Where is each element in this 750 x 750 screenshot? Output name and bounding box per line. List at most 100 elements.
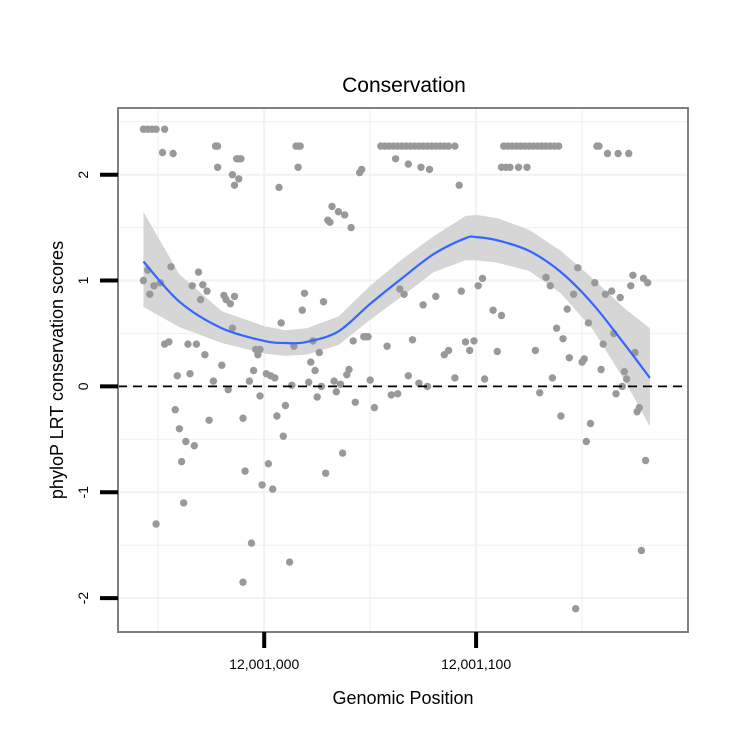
data-point bbox=[165, 338, 173, 346]
data-point bbox=[637, 546, 646, 555]
data-point bbox=[330, 377, 338, 385]
data-point bbox=[451, 374, 459, 382]
data-point bbox=[470, 337, 478, 345]
data-point bbox=[139, 276, 148, 285]
data-point bbox=[237, 155, 245, 163]
data-point bbox=[597, 365, 605, 374]
data-point bbox=[387, 391, 395, 399]
data-point bbox=[569, 290, 578, 298]
data-point bbox=[315, 348, 323, 357]
data-point bbox=[601, 290, 610, 298]
data-point bbox=[230, 181, 239, 189]
data-point bbox=[307, 358, 315, 366]
data-point bbox=[548, 374, 557, 382]
data-point bbox=[277, 319, 285, 327]
data-point bbox=[497, 311, 506, 320]
data-point bbox=[370, 403, 379, 412]
data-point bbox=[203, 287, 211, 295]
data-point bbox=[239, 578, 247, 586]
data-point bbox=[328, 202, 336, 211]
data-point bbox=[209, 377, 218, 385]
data-point bbox=[334, 208, 343, 216]
data-point bbox=[461, 338, 470, 346]
data-point bbox=[256, 392, 264, 400]
data-point bbox=[167, 263, 175, 271]
data-point bbox=[563, 305, 571, 313]
x-axis-ticks: 12,001,000 12,001,100 bbox=[229, 632, 511, 672]
data-point bbox=[177, 457, 186, 466]
data-point bbox=[146, 290, 154, 298]
data-point bbox=[625, 149, 633, 158]
data-point bbox=[275, 183, 283, 192]
x-tick-label: 12,001,100 bbox=[441, 656, 511, 672]
data-point bbox=[432, 292, 440, 301]
data-points-layer bbox=[139, 125, 652, 613]
data-point bbox=[423, 382, 432, 391]
data-point bbox=[419, 301, 427, 309]
plot-border bbox=[117, 107, 689, 633]
data-point bbox=[228, 324, 237, 332]
data-point bbox=[294, 163, 302, 171]
data-point bbox=[313, 393, 321, 401]
data-point bbox=[311, 366, 319, 375]
data-point bbox=[364, 333, 372, 341]
data-point bbox=[603, 149, 612, 158]
x-tick-label: 12,001,000 bbox=[229, 656, 299, 672]
data-point bbox=[256, 345, 264, 354]
data-point bbox=[281, 401, 290, 410]
data-point bbox=[644, 279, 652, 287]
data-point bbox=[391, 155, 400, 163]
data-point bbox=[171, 406, 179, 414]
data-point bbox=[173, 372, 181, 380]
grid-lines bbox=[118, 108, 689, 632]
data-point bbox=[345, 365, 353, 374]
data-point bbox=[158, 148, 167, 157]
data-point bbox=[150, 282, 158, 290]
data-point bbox=[641, 456, 650, 465]
data-point bbox=[249, 366, 258, 375]
data-point bbox=[152, 125, 160, 133]
data-point bbox=[417, 163, 425, 171]
data-point bbox=[228, 171, 237, 179]
data-point bbox=[349, 337, 357, 345]
data-point bbox=[523, 163, 531, 171]
data-point bbox=[444, 346, 453, 355]
data-point bbox=[608, 287, 616, 295]
data-point bbox=[618, 382, 626, 391]
data-point bbox=[269, 485, 277, 493]
data-point bbox=[582, 437, 590, 446]
data-point bbox=[514, 163, 523, 171]
data-point bbox=[332, 388, 340, 396]
data-point bbox=[186, 370, 194, 378]
data-point bbox=[574, 264, 582, 272]
y-tick-label: -1 bbox=[75, 486, 91, 499]
data-point bbox=[188, 282, 196, 290]
data-point bbox=[180, 499, 188, 507]
data-point bbox=[629, 271, 637, 279]
data-point bbox=[271, 374, 279, 382]
data-point bbox=[273, 412, 281, 420]
data-point bbox=[415, 379, 423, 387]
data-point bbox=[480, 375, 489, 383]
data-point bbox=[199, 281, 207, 289]
data-point bbox=[584, 319, 593, 327]
data-point bbox=[493, 347, 501, 356]
data-point bbox=[230, 292, 239, 301]
data-point bbox=[455, 181, 463, 189]
data-point bbox=[531, 346, 540, 355]
data-point bbox=[552, 324, 561, 332]
x-axis-label: Genomic Position bbox=[332, 688, 473, 708]
data-point bbox=[400, 290, 408, 298]
data-point bbox=[366, 376, 374, 384]
data-point bbox=[288, 381, 296, 389]
data-point bbox=[396, 285, 404, 293]
data-point bbox=[457, 287, 465, 295]
data-point bbox=[565, 354, 573, 362]
data-point bbox=[241, 467, 249, 475]
data-point bbox=[184, 340, 192, 348]
data-point bbox=[616, 293, 624, 302]
data-point bbox=[196, 295, 205, 304]
data-point bbox=[247, 539, 256, 547]
data-point bbox=[489, 306, 497, 314]
data-point bbox=[226, 300, 234, 308]
